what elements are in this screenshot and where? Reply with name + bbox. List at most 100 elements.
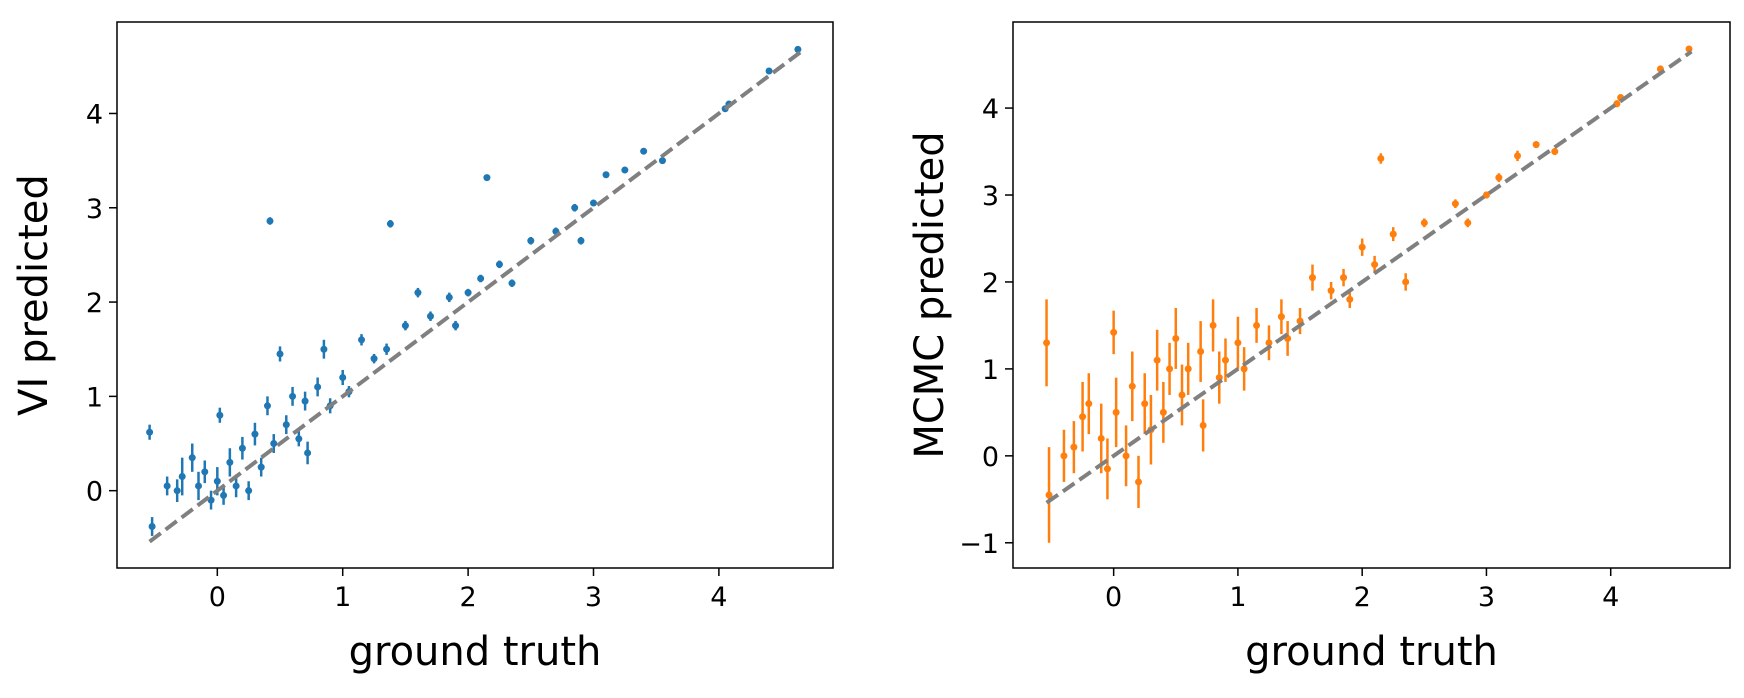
point [1221,356,1229,364]
y-axis-label: MCMC predicted [907,131,953,458]
y-axis-label: VI predicted [11,174,57,416]
x-axis-label: ground truth [349,629,602,675]
point [1097,434,1105,442]
point [1209,321,1217,329]
x-tick-label: 1 [334,582,351,613]
y-tick-label: 2 [982,268,999,299]
point [232,482,240,490]
point [1514,152,1522,160]
point [1128,382,1136,390]
x-tick-label: 2 [1354,582,1371,613]
point [602,171,610,179]
point [1135,478,1143,486]
point [358,336,366,344]
axes-frame [116,21,834,569]
reference-line [1045,49,1693,505]
point [1199,421,1207,429]
point [527,237,535,245]
point [1060,452,1068,460]
point [589,199,597,207]
point [1371,261,1379,269]
x-tick-label: 0 [1105,582,1122,613]
point [314,383,322,391]
point [276,350,284,358]
x-tick-label: 0 [209,582,226,613]
axes-frame [1012,21,1731,569]
point [263,402,271,410]
x-tick-label: 3 [585,582,602,613]
point [1551,148,1559,156]
point [1253,321,1261,329]
point [282,421,290,429]
point [188,454,196,462]
point [1451,200,1459,208]
point [251,430,259,438]
point [1153,356,1161,364]
point [301,397,309,405]
point [163,482,171,490]
y-tick-label: 3 [982,181,999,212]
point [195,482,203,490]
point [477,274,485,282]
x-tick-label: 1 [1229,582,1246,613]
reference-line [148,50,802,544]
y-tick-label: 1 [982,355,999,386]
point [577,237,585,245]
point [1079,413,1087,421]
point [1085,400,1093,408]
point [245,487,253,495]
point [1045,491,1053,499]
point [452,322,460,330]
point [370,355,378,363]
point [320,345,328,353]
point [1482,191,1490,199]
point [289,392,297,400]
point [1197,348,1205,356]
point [213,477,221,485]
point [1532,141,1540,149]
y-tick-label: 3 [86,194,103,225]
point [571,204,579,212]
point [1327,287,1335,295]
point [794,45,802,53]
point [1377,155,1385,162]
point [1265,339,1273,347]
point [414,289,422,297]
point [266,217,274,225]
y-tick-label: 4 [982,94,999,125]
point [148,523,156,531]
x-tick-label: 3 [1478,582,1495,613]
point [464,289,472,297]
y-tick-label: −1 [959,529,999,560]
point [483,174,491,182]
point [220,491,228,499]
point [226,458,234,466]
point [1184,365,1192,373]
point [1103,465,1111,473]
point [765,67,773,75]
y-tick-label: 2 [86,288,103,319]
point [426,312,434,320]
point [1159,408,1167,416]
point [1240,365,1248,373]
point [201,468,209,476]
point [1110,328,1118,336]
point [1389,230,1397,238]
point [1070,443,1078,451]
point [304,449,312,457]
point [1172,334,1180,342]
point [295,435,303,443]
point [1402,278,1410,286]
point [1308,274,1316,282]
point [621,166,629,174]
point [1122,452,1130,460]
point [257,463,265,471]
point [1340,274,1348,282]
point [1166,365,1174,373]
point [508,279,516,287]
point [216,411,224,419]
x-tick-label: 2 [460,582,477,613]
y-tick-label: 0 [982,442,999,473]
x-tick-label: 4 [710,582,727,613]
